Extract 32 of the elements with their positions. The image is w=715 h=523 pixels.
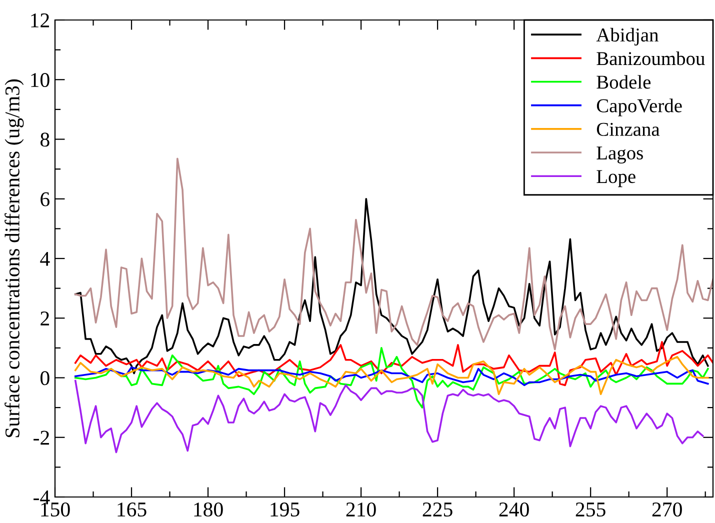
y-axis-title: Surface concentrations differences (ug/m3): [4, 79, 24, 438]
x-tick-label: 225: [422, 502, 452, 517]
legend-label: Banizoumbou: [596, 51, 705, 66]
y-tick-label: 2: [40, 312, 49, 326]
legend-label: Bodele: [596, 75, 651, 89]
y-tick-label: 0: [40, 371, 50, 386]
x-tick-label: 210: [346, 502, 376, 517]
legend-label: Lope: [596, 170, 636, 188]
y-tick-label: -4: [34, 490, 50, 504]
legend-label: Abidjan: [596, 28, 658, 46]
x-tick-label: 180: [194, 502, 223, 517]
x-tick-label: 195: [270, 502, 300, 517]
line-series: [74, 366, 709, 386]
y-tick-label: -2: [34, 430, 49, 445]
y-tick-label: 8: [40, 132, 50, 147]
legend-label: Lagos: [596, 146, 643, 164]
line-series: [74, 356, 709, 396]
line-series: [74, 347, 709, 408]
y-tick-label: 4: [40, 252, 50, 266]
x-tick-label: 255: [576, 502, 606, 517]
x-tick-label: 165: [118, 502, 146, 517]
legend-label: Cinzana: [596, 122, 660, 136]
y-tick-label: 10: [31, 73, 50, 88]
line-series: [74, 380, 704, 454]
x-tick-label: 270: [652, 502, 682, 517]
line-series: [74, 341, 713, 386]
line-series: [74, 198, 709, 374]
x-tick-label: 240: [499, 502, 529, 517]
x-tick-label: 150: [41, 502, 70, 517]
y-tick-label: 12: [31, 13, 49, 28]
y-tick-label: 6: [40, 192, 50, 206]
legend-label: CapoVerde: [596, 98, 682, 116]
